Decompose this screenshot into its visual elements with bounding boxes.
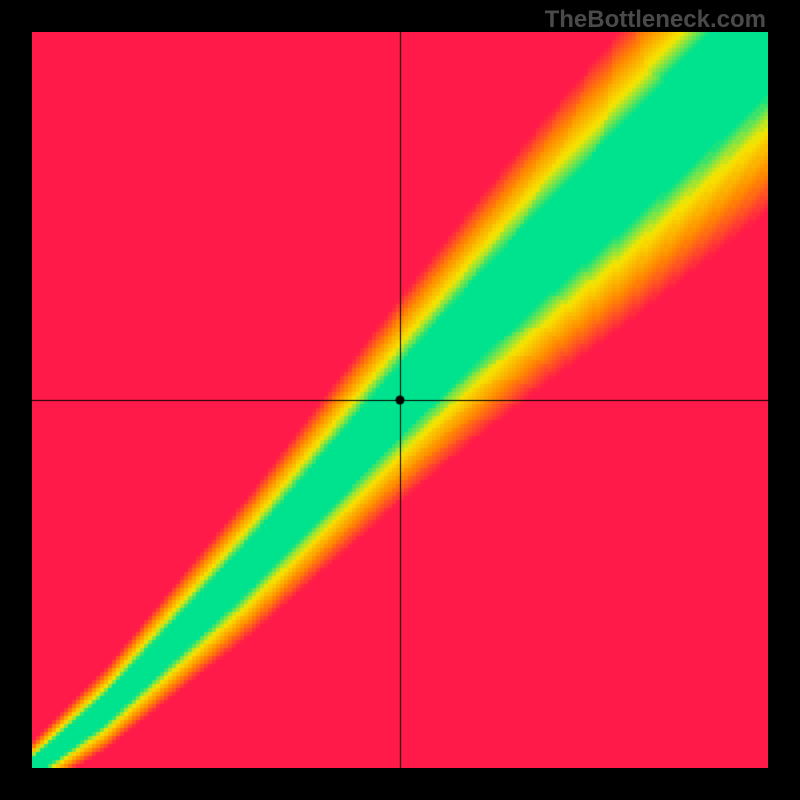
chart-stage: TheBottleneck.com: [0, 0, 800, 800]
bottleneck-heatmap: [32, 32, 768, 768]
watermark-text: TheBottleneck.com: [545, 6, 766, 34]
